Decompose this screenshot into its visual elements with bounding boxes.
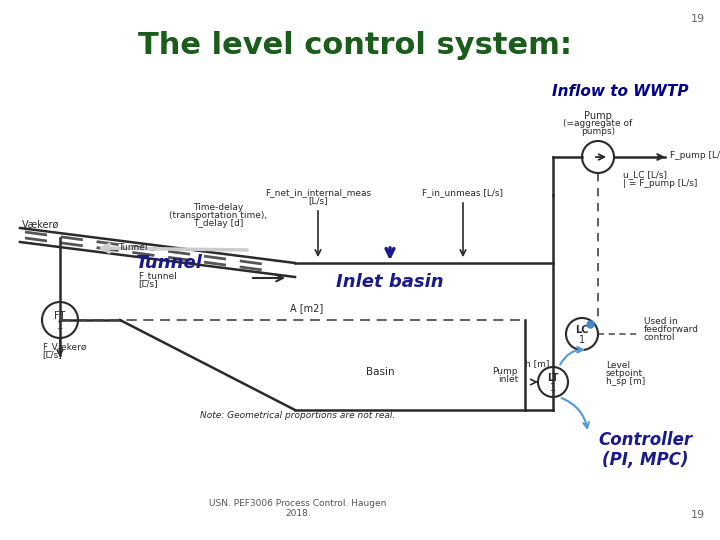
Text: control: control <box>644 334 675 342</box>
Text: (=aggregate of: (=aggregate of <box>563 119 633 129</box>
Text: LT: LT <box>547 373 559 383</box>
Text: pumps): pumps) <box>581 126 615 136</box>
Text: The level control system:: The level control system: <box>138 30 572 59</box>
Text: 1: 1 <box>579 335 585 345</box>
Text: USN. PEF3006 Process Control. Haugen: USN. PEF3006 Process Control. Haugen <box>210 498 387 508</box>
Text: F_tunnel: F_tunnel <box>138 272 176 280</box>
Text: inlet: inlet <box>498 375 518 384</box>
Text: Tunnel: Tunnel <box>118 244 148 253</box>
Text: feedforward: feedforward <box>644 326 699 334</box>
Text: Note: Geometrical proportions are not real.: Note: Geometrical proportions are not re… <box>200 410 395 420</box>
Text: Basin: Basin <box>366 367 395 377</box>
Text: h [m]: h [m] <box>525 360 549 368</box>
Text: F_net_in_internal_meas: F_net_in_internal_meas <box>265 188 371 198</box>
Text: Vækerø: Vækerø <box>22 220 59 230</box>
Text: setpoint: setpoint <box>606 368 643 377</box>
Text: LC: LC <box>575 325 589 335</box>
Text: [L/s]: [L/s] <box>42 350 62 360</box>
Text: h_sp [m]: h_sp [m] <box>606 376 645 386</box>
Text: Pump: Pump <box>584 111 612 121</box>
Text: 19: 19 <box>691 14 705 24</box>
Text: 1: 1 <box>550 383 556 393</box>
Text: Tunnel: Tunnel <box>135 254 202 272</box>
Text: Inflow to WWTP: Inflow to WWTP <box>552 84 688 99</box>
Text: (transportation time),: (transportation time), <box>169 212 267 220</box>
Text: F_pump [L/s]: F_pump [L/s] <box>670 151 720 159</box>
Text: A [m2]: A [m2] <box>290 303 323 313</box>
Text: u_LC [L/s]: u_LC [L/s] <box>623 171 667 179</box>
Text: Time-delay: Time-delay <box>193 204 243 213</box>
Text: [L/s]: [L/s] <box>138 280 158 288</box>
Text: Controller
(PI, MPC): Controller (PI, MPC) <box>598 430 692 469</box>
Text: Inlet basin: Inlet basin <box>336 273 444 291</box>
Text: 19: 19 <box>691 510 705 520</box>
Text: 1: 1 <box>57 321 63 331</box>
Text: [L/s]: [L/s] <box>308 197 328 206</box>
Text: F_Vækerø: F_Vækerø <box>42 342 86 352</box>
Text: T_delay [d]: T_delay [d] <box>193 219 243 228</box>
Text: FT: FT <box>54 311 66 321</box>
Text: Pump: Pump <box>492 368 518 376</box>
Text: F_in_unmeas [L/s]: F_in_unmeas [L/s] <box>423 188 503 198</box>
Text: Used in: Used in <box>644 318 678 327</box>
Text: 2018.: 2018. <box>285 509 311 517</box>
Text: | = F_pump [L/s]: | = F_pump [L/s] <box>623 179 698 188</box>
Text: Level: Level <box>606 361 630 369</box>
